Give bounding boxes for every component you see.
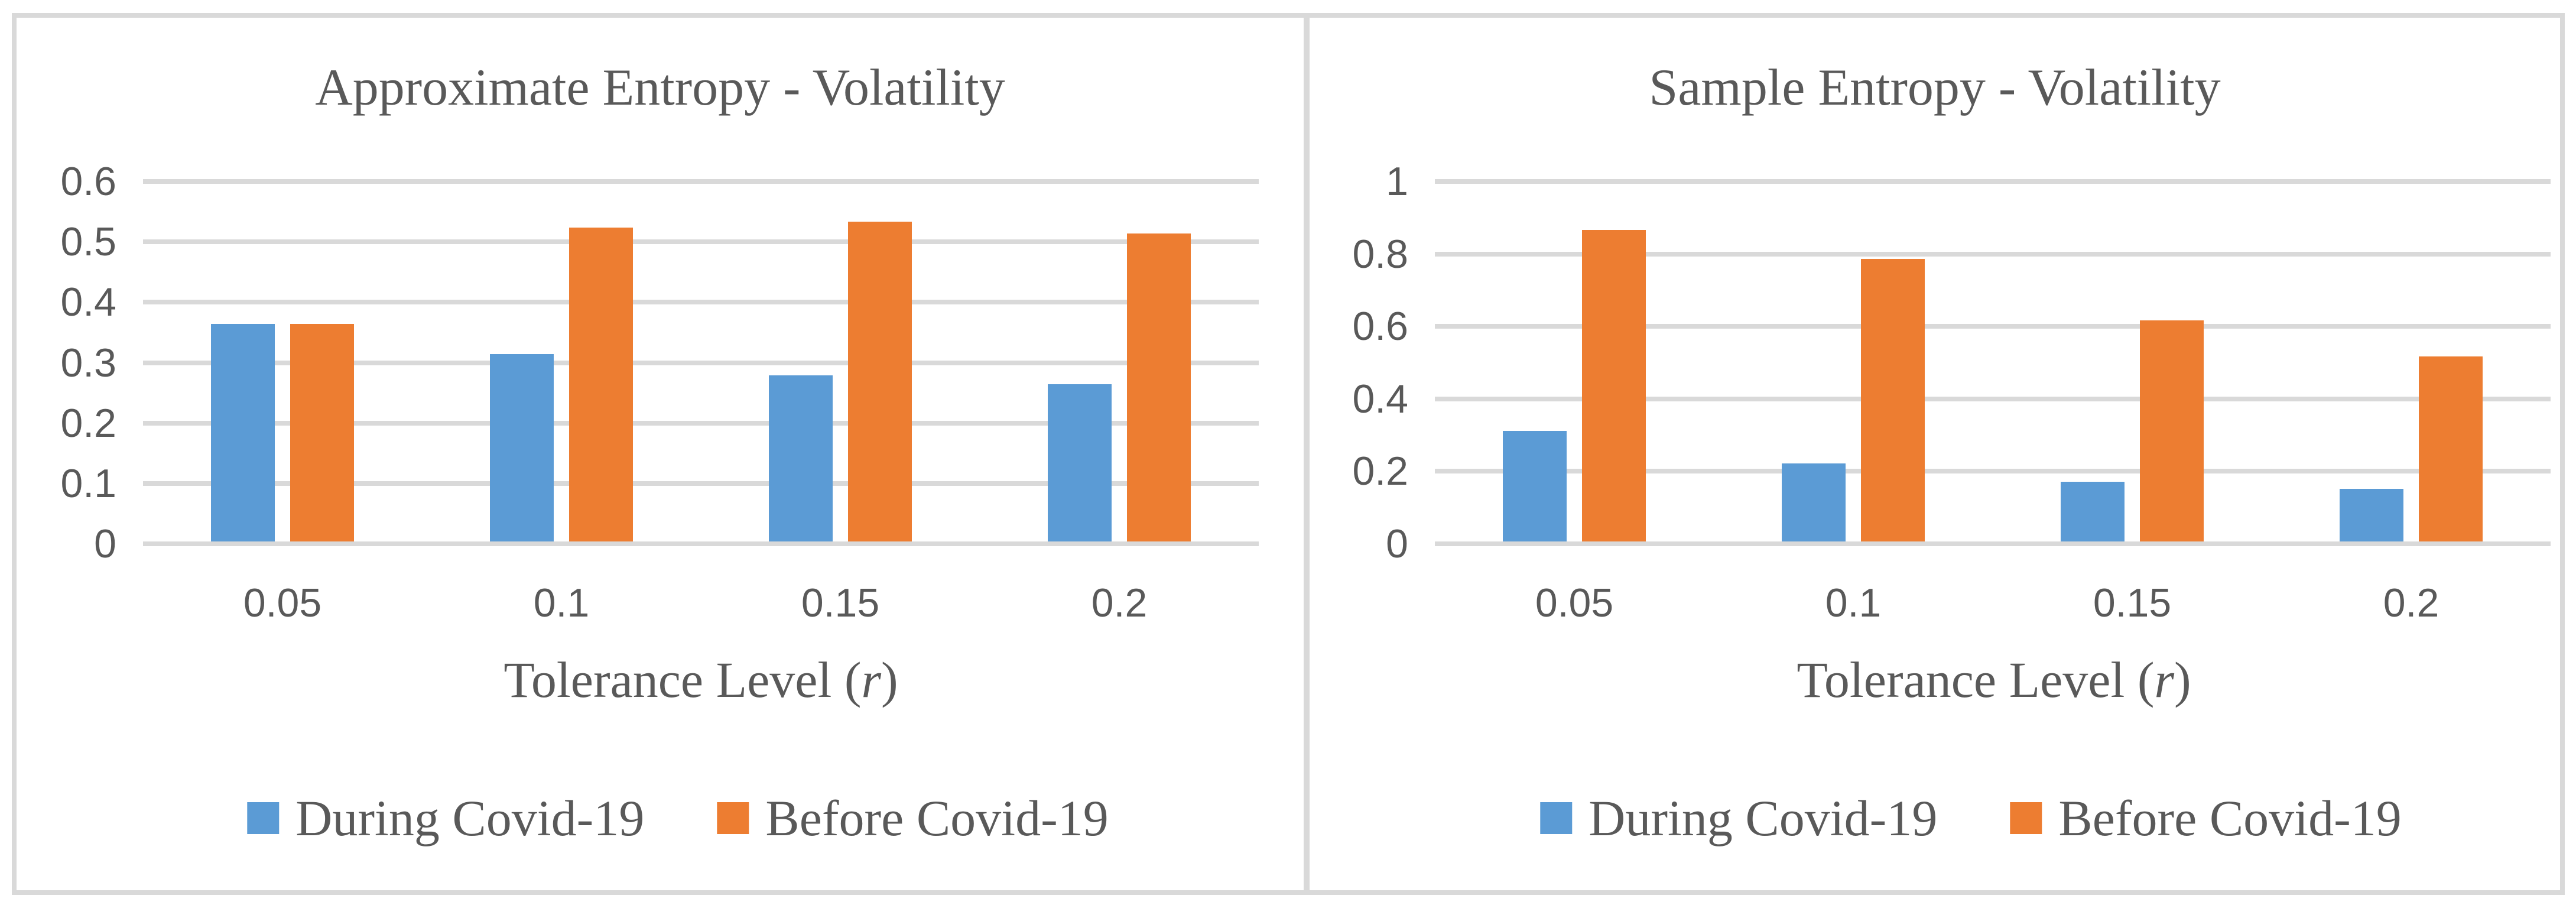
x-axis-title-text: Tolerance Level ( bbox=[503, 651, 862, 708]
gridline bbox=[1435, 469, 2551, 474]
x-axis-title-close: ) bbox=[881, 651, 898, 708]
x-tick-label: 0.2 bbox=[2383, 580, 2439, 625]
y-tick-label: 0.2 bbox=[1352, 449, 1408, 494]
gridline bbox=[1435, 324, 2551, 329]
bar-before-covid-0.1 bbox=[569, 227, 633, 541]
bar-before-covid-0.15 bbox=[2140, 320, 2204, 541]
bar-during-covid-0.05 bbox=[211, 324, 275, 541]
y-tick-label: 0.3 bbox=[60, 340, 116, 385]
gridline bbox=[143, 300, 1259, 305]
y-tick-label: 0.6 bbox=[60, 159, 116, 204]
gridline bbox=[143, 541, 1259, 546]
y-tick-label: 0.4 bbox=[1352, 376, 1408, 421]
bar-before-covid-0.05 bbox=[1582, 229, 1646, 541]
y-tick-label: 0.2 bbox=[60, 400, 116, 446]
x-axis-title: Tolerance Level (r) bbox=[228, 653, 1174, 707]
x-axis-title-variable: r bbox=[861, 651, 881, 708]
x-tick-label: 0.15 bbox=[2093, 580, 2172, 625]
x-axis-title-variable: r bbox=[2154, 651, 2174, 708]
bar-during-covid-0.2 bbox=[1048, 384, 1112, 541]
legend-label-before-covid: Before Covid-19 bbox=[765, 790, 1109, 846]
x-tick-label: 0.05 bbox=[1535, 580, 1614, 625]
x-tick-label: 0.1 bbox=[1825, 580, 1882, 625]
gridline bbox=[143, 420, 1259, 426]
bar-during-covid-0.2 bbox=[2340, 489, 2403, 541]
frame-top-border bbox=[12, 13, 2565, 18]
x-tick-label: 0.1 bbox=[533, 580, 590, 625]
legend-label-during-covid: During Covid-19 bbox=[1589, 790, 1938, 846]
legend: During Covid-19 Before Covid-19 bbox=[1540, 790, 2402, 846]
frame-bottom-border bbox=[12, 890, 2565, 895]
y-tick-label: 0.8 bbox=[1352, 231, 1408, 277]
bar-before-covid-0.15 bbox=[848, 221, 912, 541]
legend-label-during-covid: During Covid-19 bbox=[295, 790, 645, 846]
bar-during-covid-0.15 bbox=[2061, 481, 2125, 541]
gridline bbox=[143, 360, 1259, 365]
y-tick-label: 1 bbox=[1386, 159, 1408, 204]
legend-swatch-during-covid bbox=[1540, 802, 1573, 834]
bar-before-covid-0.05 bbox=[290, 324, 354, 541]
x-tick-label: 0.15 bbox=[801, 580, 880, 625]
bar-during-covid-0.05 bbox=[1503, 431, 1567, 541]
legend-swatch-before-covid bbox=[2010, 802, 2042, 834]
bar-during-covid-0.15 bbox=[769, 375, 833, 541]
frame-left-border bbox=[12, 13, 17, 895]
x-tick-label: 0.2 bbox=[1091, 580, 1148, 625]
y-tick-label: 0 bbox=[1386, 521, 1408, 566]
y-tick-label: 0.1 bbox=[60, 460, 116, 506]
y-tick-label: 0.6 bbox=[1352, 304, 1408, 349]
gridline bbox=[143, 481, 1259, 486]
x-axis-title-close: ) bbox=[2174, 651, 2191, 708]
chart-title: Sample Entropy - Volatility bbox=[1649, 59, 2221, 116]
gridline bbox=[1435, 179, 2551, 184]
bar-before-covid-0.2 bbox=[2419, 356, 2483, 541]
y-tick-label: 0.4 bbox=[60, 280, 116, 325]
gridline bbox=[1435, 541, 2551, 546]
y-tick-label: 0.5 bbox=[60, 219, 116, 265]
chart-title: Approximate Entropy - Volatility bbox=[315, 59, 1005, 116]
x-axis-title-text: Tolerance Level ( bbox=[1797, 651, 2155, 708]
legend-swatch-during-covid bbox=[247, 802, 280, 834]
gridline bbox=[1435, 396, 2551, 401]
legend-swatch-before-covid bbox=[717, 802, 749, 834]
frame-right-border bbox=[2560, 13, 2565, 895]
legend: During Covid-19 Before Covid-19 bbox=[247, 790, 1109, 846]
legend-label-before-covid: Before Covid-19 bbox=[2058, 790, 2402, 846]
y-tick-label: 0 bbox=[94, 521, 116, 566]
gridline bbox=[1435, 251, 2551, 257]
panel-divider bbox=[1304, 13, 1310, 895]
bar-during-covid-0.1 bbox=[1782, 463, 1846, 541]
gridline bbox=[143, 239, 1259, 245]
x-axis-title: Tolerance Level (r) bbox=[1521, 653, 2467, 707]
bar-before-covid-0.1 bbox=[1861, 258, 1925, 541]
gridline bbox=[143, 179, 1259, 184]
x-tick-label: 0.05 bbox=[243, 580, 322, 625]
bar-during-covid-0.1 bbox=[490, 354, 554, 541]
bar-before-covid-0.2 bbox=[1127, 233, 1191, 541]
